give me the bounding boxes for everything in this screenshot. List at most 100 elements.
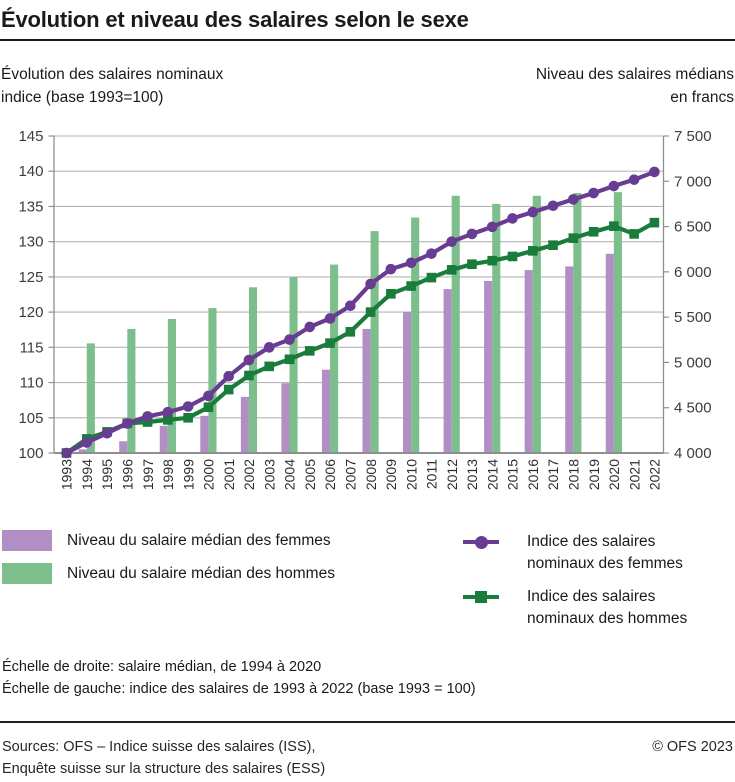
bar-hommes-2004	[289, 277, 298, 453]
left-tick-110: 110	[20, 375, 44, 392]
left-tick-135: 135	[18, 198, 43, 215]
source-line2: Enquête suisse sur la structure des sala…	[2, 761, 326, 777]
legend-label-indice-femmes: Indice des salaires nominaux des femmes	[527, 533, 683, 572]
left-tick-145: 145	[18, 128, 43, 145]
gridlines	[54, 135, 664, 419]
year-tick-2014: 2014	[484, 459, 500, 490]
year-tick-2005: 2005	[302, 459, 318, 490]
line-sample-hommes	[463, 591, 499, 603]
bar-hommes-1996	[127, 328, 136, 453]
year-tick-2015: 2015	[505, 459, 521, 490]
year-tick-2009: 2009	[383, 459, 399, 490]
bar-hommes-2008	[370, 231, 379, 453]
bar-femmes-2020	[605, 253, 614, 453]
right-tick-6500: 6 500	[674, 219, 712, 236]
bar-femmes-2018	[565, 266, 574, 453]
year-tick-2007: 2007	[343, 459, 359, 490]
footnote-right-scale: Échelle de droite: salaire médian, de 19…	[2, 659, 322, 675]
year-tick-2016: 2016	[525, 459, 541, 490]
bar-femmes-2012	[443, 289, 452, 453]
left-tick-130: 130	[18, 234, 43, 251]
legend-item-indice-femmes: Indice des salaires nominaux des femmes	[463, 531, 733, 574]
year-tick-2004: 2004	[282, 459, 298, 490]
bar-hommes-2010	[411, 217, 420, 453]
axis-titles: Évolution des salaires nominaux indice (…	[1, 63, 734, 109]
bar-hommes-2018	[573, 193, 582, 453]
year-tick-2022: 2022	[647, 459, 663, 490]
bar-hommes-2012	[451, 195, 460, 453]
year-tick-2018: 2018	[566, 459, 582, 490]
combo-chart: 100 105 110 115 120 125 130 135 140 145 4 000 4 500…	[0, 120, 735, 520]
right-axis-title-line2: en francs	[670, 89, 734, 106]
legend-bars: Niveau du salaire médian des femmes Nive…	[2, 530, 432, 596]
bar-femmes-2014	[484, 280, 493, 453]
bar-hommes-2006	[330, 264, 339, 453]
swatch-hommes	[2, 563, 52, 584]
bar-femmes-2004	[281, 383, 290, 453]
year-tick-2003: 2003	[261, 459, 277, 490]
source-line1: Sources: OFS – Indice suisse des salaire…	[2, 739, 316, 755]
source-block: Sources: OFS – Indice suisse des salaire…	[2, 736, 733, 780]
year-tick-1995: 1995	[99, 459, 115, 490]
bar-femmes-2006	[321, 369, 331, 453]
bar-femmes-2010	[403, 311, 412, 453]
bar-hommes-2000	[208, 308, 217, 453]
left-tick-120: 120	[18, 304, 43, 321]
swatch-femmes	[2, 530, 52, 551]
year-tick-2010: 2010	[403, 459, 419, 490]
bar-femmes-2008	[362, 328, 371, 453]
left-axis-title-line1: Évolution des salaires nominaux	[1, 66, 224, 83]
year-tick-2019: 2019	[586, 459, 602, 490]
left-tick-115: 115	[20, 339, 44, 356]
legend-label-indice-hommes: Indice des salaires nominaux des hommes	[527, 588, 688, 627]
year-tick-2008: 2008	[363, 459, 379, 490]
legend-item-median-femmes: Niveau du salaire médian des femmes	[2, 530, 432, 551]
year-tick-2002: 2002	[241, 459, 257, 490]
year-tick-1999: 1999	[180, 459, 196, 490]
square-marker-icon	[475, 591, 487, 603]
bar-femmes-2016	[524, 270, 533, 453]
chart-svg: 100 105 110 115 120 125 130 135 140 145 4 000 4 500…	[18, 128, 711, 490]
axes	[48, 135, 669, 454]
legend-label-median-hommes: Niveau du salaire médian des hommes	[67, 564, 335, 582]
median-salary-bars	[78, 192, 622, 453]
left-tick-100: 100	[18, 445, 43, 462]
line-sample-femmes	[463, 535, 499, 549]
right-axis-title-line1: Niveau des salaires médians	[535, 66, 734, 83]
year-tick-2017: 2017	[545, 459, 561, 490]
bar-femmes-1996	[119, 441, 128, 453]
axis-tick-labels: 100 105 110 115 120 125 130 135 140 145 4 000 4 500…	[18, 128, 711, 490]
year-tick-2011: 2011	[424, 459, 440, 489]
copyright: © OFS 2023	[652, 739, 733, 755]
footnote-left-scale: Échelle de gauche: indice des salaires d…	[2, 681, 476, 697]
legend-lines: Indice des salaires nominaux des femmes …	[463, 531, 733, 641]
year-tick-2012: 2012	[444, 459, 460, 490]
year-tick-1993: 1993	[59, 459, 75, 490]
right-tick-7000: 7 000	[674, 173, 712, 190]
bar-femmes-1994	[78, 449, 87, 453]
right-axis-title: Niveau des salaires médians en francs	[536, 63, 734, 109]
right-tick-5000: 5 000	[674, 354, 712, 371]
legend-item-median-hommes: Niveau du salaire médian des hommes	[2, 563, 432, 584]
bar-hommes-1998	[167, 318, 176, 453]
index-line-femmes	[61, 166, 660, 459]
legend-item-indice-hommes: Indice des salaires nominaux des hommes	[463, 586, 733, 629]
bar-hommes-1994	[86, 343, 95, 453]
year-tick-1996: 1996	[120, 459, 136, 490]
right-tick-4000: 4 000	[674, 445, 712, 462]
year-tick-1998: 1998	[160, 459, 176, 490]
footer-divider	[0, 721, 735, 723]
footnotes: Échelle de droite: salaire médian, de 19…	[2, 656, 476, 700]
left-tick-140: 140	[18, 163, 43, 180]
legend-label-median-femmes: Niveau du salaire médian des femmes	[67, 531, 331, 549]
page-title: Évolution et niveau des salaires selon l…	[1, 7, 469, 32]
year-tick-2020: 2020	[606, 459, 622, 490]
title-rule	[0, 39, 735, 41]
year-tick-2013: 2013	[464, 459, 480, 490]
bar-hommes-2014	[492, 203, 501, 453]
left-tick-125: 125	[18, 269, 43, 286]
right-tick-7500: 7 500	[674, 128, 712, 145]
bar-hommes-2016	[532, 195, 541, 453]
year-tick-1997: 1997	[140, 459, 156, 490]
